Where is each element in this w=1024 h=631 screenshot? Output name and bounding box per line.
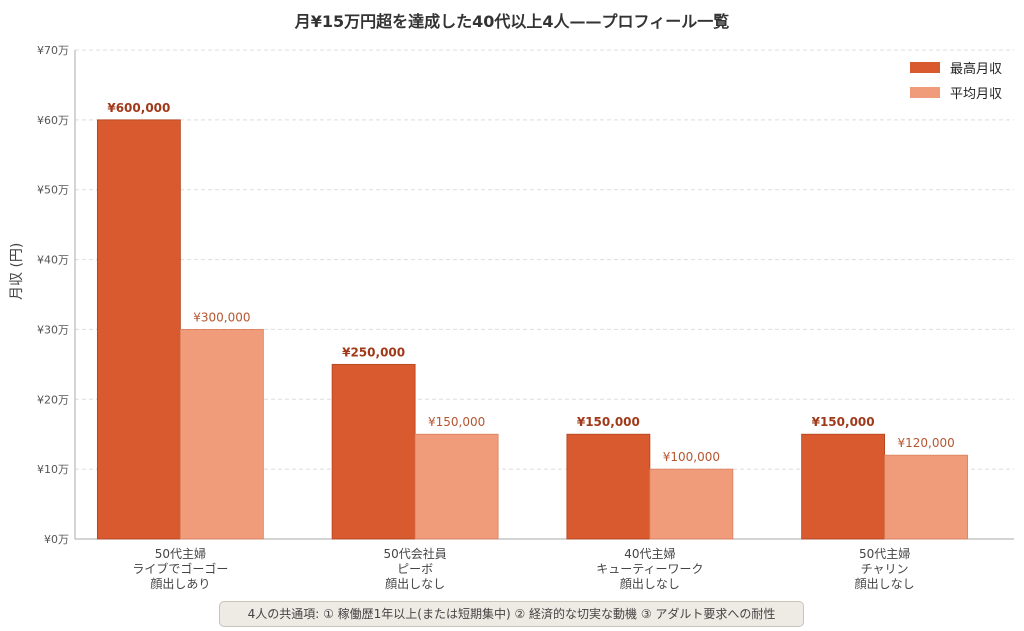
- y-tick-label: ¥30万: [37, 323, 69, 336]
- y-tick-label: ¥10万: [37, 463, 69, 476]
- legend-swatch-max: [909, 62, 940, 73]
- x-tick-label: 50代会社員: [383, 546, 446, 561]
- legend: 最高月収 平均月収: [909, 58, 1002, 108]
- bar-avg: [649, 468, 734, 540]
- legend-label-max: 最高月収: [949, 62, 1002, 77]
- x-tick-label: キューティーワーク: [596, 562, 703, 576]
- x-tick-label: ライブでゴーゴー: [132, 561, 228, 576]
- x-tick-label: 50代主婦: [859, 546, 910, 561]
- y-tick-label: ¥60万: [37, 114, 69, 127]
- bar-max: [96, 119, 181, 540]
- data-label-max: ¥150,000: [812, 415, 875, 429]
- legend-label-avg: 平均月収: [949, 87, 1002, 102]
- data-label-avg: ¥150,000: [428, 415, 485, 429]
- y-tick-label: ¥70万: [37, 44, 69, 57]
- legend-swatch-avg: [909, 87, 940, 98]
- legend-item-avg: 平均月収: [909, 83, 1002, 102]
- bar-max: [801, 433, 886, 540]
- x-tick-label: 顔出しなし: [385, 576, 445, 591]
- x-tick-label: 顔出しあり: [150, 576, 210, 591]
- y-tick-label: ¥20万: [37, 393, 69, 406]
- y-tick-label: ¥50万: [37, 184, 69, 197]
- data-label-max: ¥600,000: [107, 101, 170, 115]
- bar-max: [566, 433, 651, 540]
- bar-chart: ¥0万 ¥10万 ¥20万 ¥30万 ¥40万 ¥50万 ¥60万 ¥70万 ¥600,000 ¥…: [37, 44, 1014, 591]
- x-tick-label: 40代主婦: [624, 546, 675, 561]
- x-tick-label: 顔出しなし: [620, 576, 680, 591]
- legend-item-max: 最高月収: [909, 58, 1002, 77]
- bar-avg: [414, 433, 499, 540]
- y-tick-label: ¥0万: [44, 533, 69, 546]
- bar-avg: [179, 329, 264, 540]
- data-label-avg: ¥300,000: [193, 310, 250, 324]
- x-tick-label: 顔出しなし: [855, 576, 915, 591]
- x-tick-label: ピーボ: [397, 562, 433, 576]
- x-tick-label: チャリン: [861, 562, 909, 576]
- data-label-avg: ¥100,000: [663, 450, 720, 464]
- bar-max: [331, 363, 416, 540]
- data-label-max: ¥250,000: [342, 345, 405, 359]
- bar-avg: [884, 454, 969, 540]
- y-tick-label: ¥40万: [37, 254, 69, 267]
- footnote: 4人の共通項: ① 稼働歴1年以上(または短期集中) ② 経済的な切実な動機 ③…: [219, 601, 804, 627]
- data-label-avg: ¥120,000: [897, 436, 954, 450]
- data-label-max: ¥150,000: [577, 415, 640, 429]
- x-tick-label: 50代主婦: [155, 546, 206, 561]
- chart-title: 月¥15万円超を達成した40代以上4人——プロフィール一覧: [294, 12, 730, 31]
